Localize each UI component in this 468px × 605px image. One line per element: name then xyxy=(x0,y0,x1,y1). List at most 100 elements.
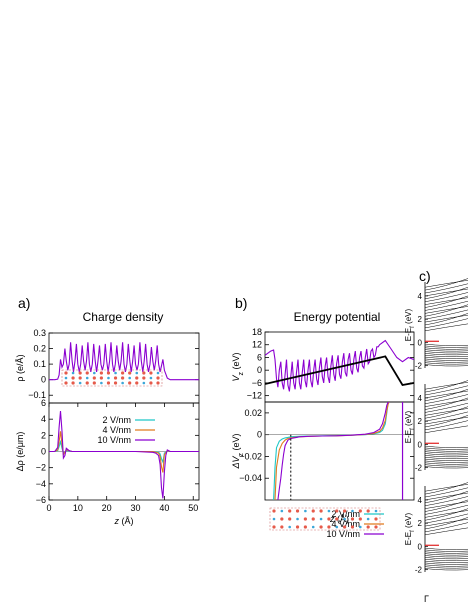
band-line xyxy=(424,323,468,332)
y-tick-label: −0.04 xyxy=(239,473,262,483)
series-group xyxy=(49,411,199,499)
x-tick-label-gamma: Γ xyxy=(424,594,429,604)
structure-inset-a xyxy=(61,369,163,387)
atom-red xyxy=(303,525,307,529)
legend-label: 10 V/nm xyxy=(97,435,131,445)
atom-red xyxy=(64,381,68,385)
band-line xyxy=(424,490,468,504)
legend-label: 4 V/nm xyxy=(102,425,131,435)
y-tick-label: 4 xyxy=(41,414,46,424)
series-line-10-V-nm xyxy=(49,411,199,499)
y-tick-label: 4 xyxy=(418,292,423,301)
atom-red xyxy=(280,525,284,529)
atom-red xyxy=(149,371,153,375)
y-axis-label: E-Ef (eV) xyxy=(404,308,416,341)
chart-title-charge-density: Charge density xyxy=(83,310,164,324)
band-line xyxy=(424,447,468,450)
atom-red xyxy=(135,381,139,385)
y-tick-label: 6 xyxy=(41,398,46,408)
atom-red xyxy=(350,525,355,529)
slab-frame xyxy=(61,369,163,387)
atom-red xyxy=(288,517,292,521)
band-line xyxy=(424,416,468,425)
atom-red xyxy=(113,381,118,385)
band-line xyxy=(424,508,468,521)
atom-red xyxy=(272,525,276,529)
atom-red xyxy=(99,376,103,380)
band-line xyxy=(424,385,468,396)
atom-blue xyxy=(114,371,117,375)
atom-red xyxy=(106,371,111,375)
band-line xyxy=(424,482,468,495)
atom-blue xyxy=(351,509,354,513)
atom-red xyxy=(71,381,75,385)
band-line xyxy=(424,388,468,402)
atom-red xyxy=(78,376,82,380)
atom-red xyxy=(335,509,339,513)
panel-label-a: a) xyxy=(18,295,30,311)
legend-label: 10 V/nm xyxy=(326,529,360,539)
band-line xyxy=(424,460,468,463)
band-line xyxy=(424,555,468,558)
band-line xyxy=(424,549,468,552)
y-tick-label: 0 xyxy=(257,430,262,440)
band-line xyxy=(424,458,468,461)
panel-label-b: b) xyxy=(235,295,247,311)
atom-blue xyxy=(93,371,96,375)
atom-red xyxy=(280,517,284,521)
atom-red xyxy=(288,509,292,513)
y-tick-label: 2 xyxy=(41,430,46,440)
series-group xyxy=(49,342,199,381)
atom-blue xyxy=(359,525,362,529)
atom-red xyxy=(135,376,139,380)
atom-red xyxy=(327,525,331,529)
atom-red xyxy=(358,509,362,513)
y-tick-label: 18 xyxy=(252,327,262,337)
series-line-field_10 xyxy=(265,339,414,392)
atom-blue xyxy=(71,371,75,375)
atom-red xyxy=(350,517,355,521)
y-tick-label: 0 xyxy=(418,440,423,449)
y-tick-label: −6 xyxy=(36,495,46,505)
band-line xyxy=(424,445,468,448)
atom-red xyxy=(327,517,331,521)
x-axis-label: z (Å) xyxy=(114,516,134,526)
panel-a_top: 0.3 0.2 0.1 0 −0.1ρ (e/Å) xyxy=(15,328,200,404)
atom-blue xyxy=(335,525,339,529)
x-tick-label: 0 xyxy=(46,503,51,513)
y-tick-label: 4 xyxy=(418,496,423,505)
band-line xyxy=(424,551,468,554)
atom-blue xyxy=(296,517,299,521)
band-line xyxy=(424,408,468,416)
y-tick-label: 2 xyxy=(418,417,423,426)
band-line xyxy=(424,380,468,393)
band-line xyxy=(424,464,468,467)
structure-inset-b xyxy=(269,507,381,531)
atom-red xyxy=(121,376,125,380)
atom-blue xyxy=(85,376,89,380)
atom-blue xyxy=(64,376,68,380)
band-line xyxy=(424,360,468,363)
y-tick-label: -2 xyxy=(415,362,423,371)
x-tick-label: 10 xyxy=(73,503,83,513)
atom-blue xyxy=(366,517,370,521)
band-subplot: 4 2 0 -2 E-Ef (eV) xyxy=(404,482,468,575)
atom-red xyxy=(366,509,370,513)
atom-red xyxy=(128,371,132,375)
y-tick-label: −2 xyxy=(36,463,46,473)
band-line xyxy=(424,449,468,452)
y-tick-label: −6 xyxy=(252,378,262,388)
band-line xyxy=(424,487,468,498)
band-line xyxy=(424,517,468,530)
band-line xyxy=(424,347,468,350)
atom-red xyxy=(85,381,89,385)
band-line xyxy=(424,527,468,536)
band-line xyxy=(424,492,468,501)
band-line xyxy=(424,286,468,300)
atom-red xyxy=(156,381,160,385)
atom-red xyxy=(92,381,96,385)
